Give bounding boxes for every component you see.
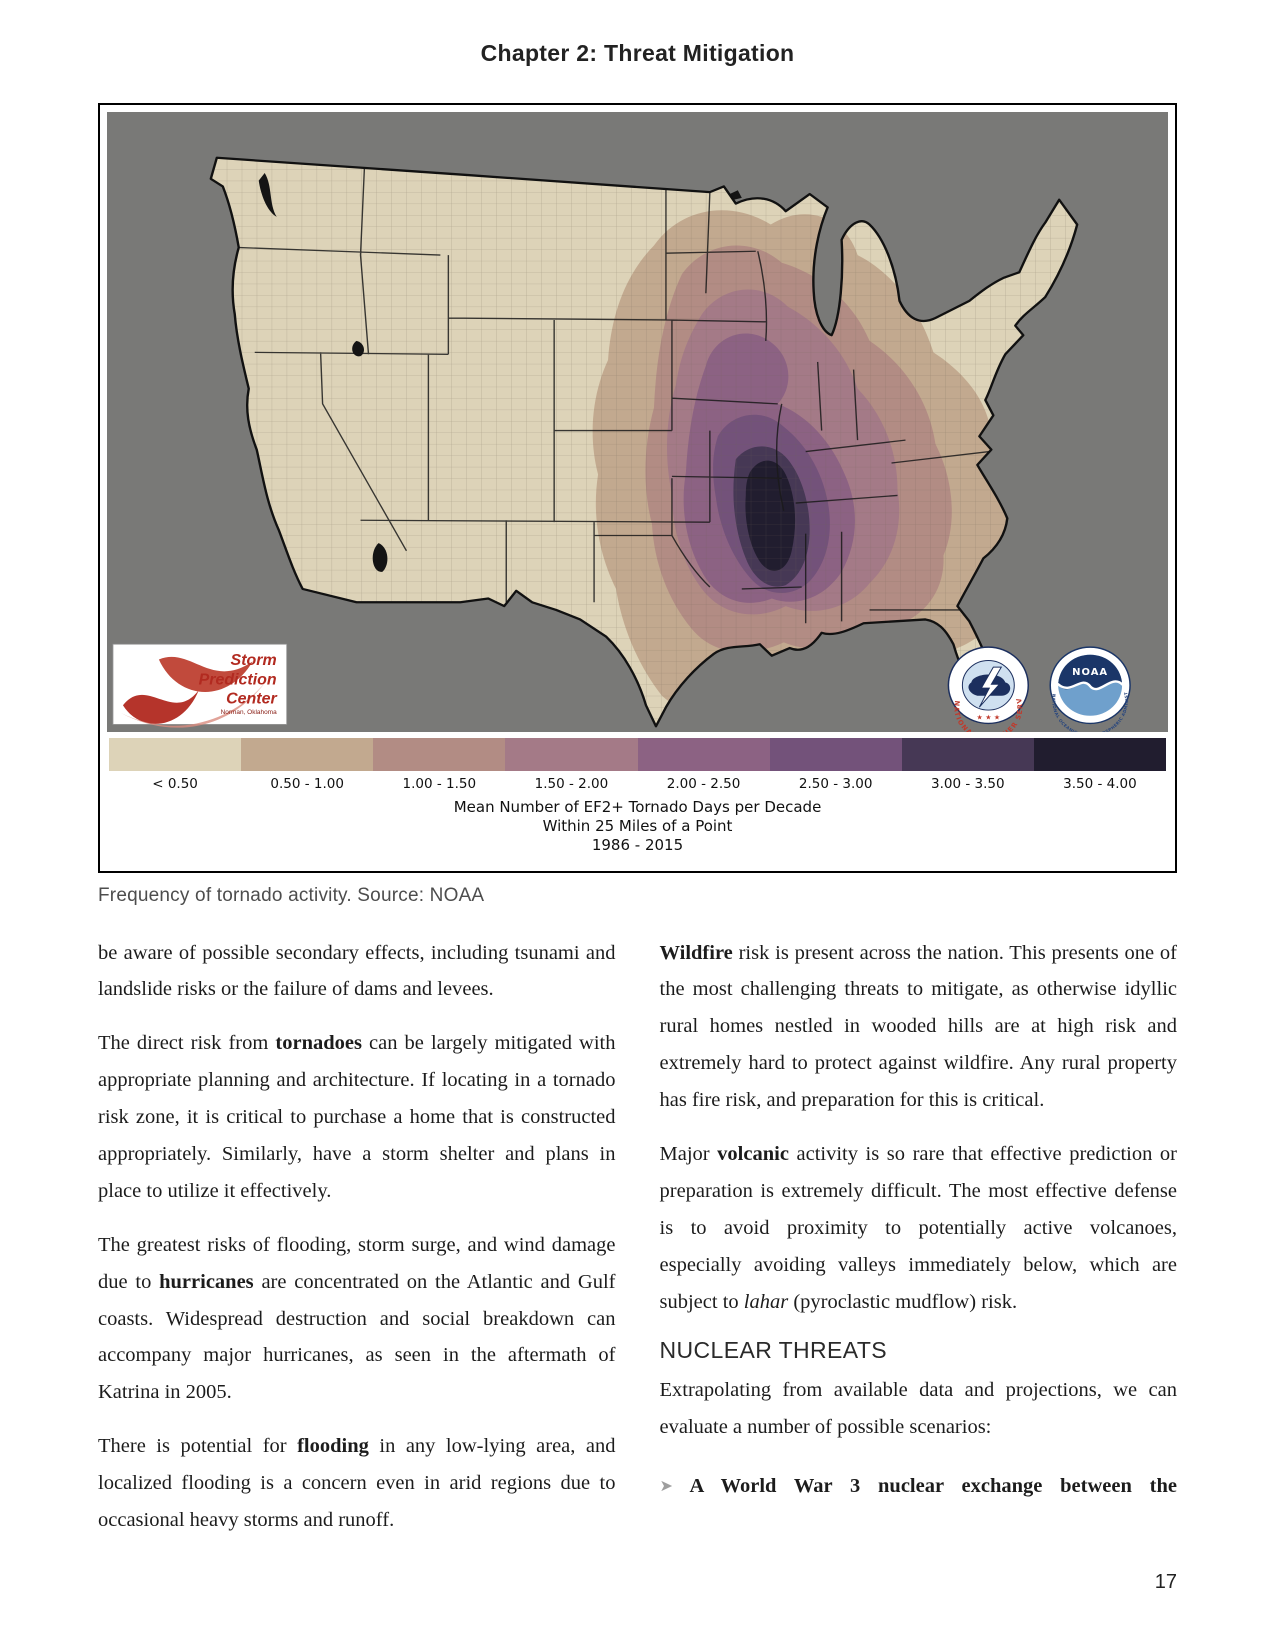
tornado-map-figure: Storm Prediction Center Norman, Oklahoma…	[98, 103, 1177, 873]
text-run: (pyroclastic mudflow) risk.	[788, 1290, 1018, 1313]
text-run: Extrapolating from available data and pr…	[659, 1379, 1178, 1439]
bold-text: Wildfire	[659, 941, 733, 964]
state-borders	[236, 165, 990, 624]
map-legend: < 0.50 0.50 - 1.00 1.00 - 1.50 1.50 - 2.00 2…	[107, 732, 1168, 864]
text-run: in any low-lying area, and localized flo…	[98, 1435, 616, 1532]
tornado-frequency-map: Storm Prediction Center Norman, Oklahoma…	[107, 112, 1168, 732]
legend-label-7: 3.50 - 4.00	[1063, 776, 1137, 792]
page-number: 17	[1154, 1571, 1177, 1593]
map-area: Storm Prediction Center Norman, Oklahoma…	[107, 112, 1168, 732]
body-paragraph: Major volcanic activity is so rare that …	[660, 1136, 1178, 1320]
spc-logo: Storm Prediction Center Norman, Oklahoma	[112, 643, 288, 728]
legend-title: Mean Number of EF2+ Tornado Days per Dec…	[109, 798, 1166, 856]
nws-stars: ★ ★ ★	[977, 714, 1001, 722]
text-run: Major	[659, 1143, 718, 1166]
body-paragraph: The greatest risks of flooding, storm su…	[98, 1227, 616, 1411]
us-outline	[209, 156, 1079, 728]
legend-swatch-2	[373, 738, 506, 771]
body-paragraph: Wildfire risk is present across the nati…	[660, 935, 1178, 1119]
text-run: activity is so rare that effective predi…	[659, 1143, 1178, 1313]
legend-label-2: 1.00 - 1.50	[402, 776, 477, 792]
legend-swatch-6	[901, 738, 1034, 771]
text-run: can be largely mitigated with appropriat…	[98, 1032, 616, 1202]
bullet-item: ➤ A World War 3 nuclear exchange between …	[660, 1468, 1178, 1505]
spc-swoosh-icon-2	[158, 656, 253, 693]
legend-labels: < 0.50 0.50 - 1.00 1.00 - 1.50 1.50 - 2.00 2…	[109, 776, 1166, 792]
puget-sound	[258, 173, 277, 217]
yellowstone-lake	[352, 340, 365, 357]
bold-text: A World War 3 nuclear exchange between t…	[689, 1475, 1178, 1498]
bold-text: hurricanes	[159, 1270, 254, 1293]
legend-label-5: 2.50 - 3.00	[798, 776, 873, 792]
legend-title-line2: Within 25 Miles of a Point	[542, 817, 733, 836]
noaa-label: NOAA	[1072, 667, 1108, 678]
bold-text: volcanic	[717, 1143, 789, 1166]
legend-swatch-0	[109, 738, 242, 771]
legend-swatch-4	[637, 738, 770, 771]
body-paragraph: Extrapolating from available data and pr…	[660, 1372, 1178, 1446]
bold-text: flooding	[297, 1435, 369, 1458]
right-column: Wildfire risk is present across the nati…	[660, 935, 1178, 1556]
text-run: risk is present across the nation. This …	[659, 941, 1178, 1112]
text-run: are concentrated on the Atlantic and Gul…	[98, 1270, 616, 1404]
legend-swatch-3	[505, 738, 638, 771]
legend-swatch-5	[769, 738, 902, 771]
legend-label-3: 1.50 - 2.00	[534, 776, 609, 792]
text-run: There is potential for	[98, 1435, 298, 1458]
legend-swatch-7	[1033, 738, 1166, 771]
section-heading: NUCLEAR THREATS	[659, 1337, 888, 1364]
bullet-arrow-icon: ➤	[659, 1476, 673, 1496]
legend-swatch-1	[241, 738, 374, 771]
great-salt-lake	[372, 543, 388, 572]
legend-title-line3: 1986 - 2015	[591, 836, 684, 855]
text-run: The direct risk from	[98, 1032, 276, 1055]
left-column: be aware of possible secondary effects, …	[98, 935, 616, 1556]
spc-text-line1: Storm	[231, 653, 277, 670]
legend-title-line1: Mean Number of EF2+ Tornado Days per Dec…	[453, 798, 822, 816]
spc-text-line2: Prediction	[199, 672, 277, 689]
noaa-seagull-icon	[1056, 680, 1124, 691]
text-run: The greatest risks of flooding, storm su…	[98, 1233, 616, 1293]
legend-label-6: 3.00 - 3.50	[931, 776, 1005, 792]
spc-text-subtitle: Norman, Oklahoma	[221, 709, 278, 716]
bold-text: tornadoes	[275, 1032, 362, 1055]
legend-label-1: 0.50 - 1.00	[270, 776, 344, 792]
bullet-text: A World War 3 nuclear exchange between t…	[690, 1468, 1178, 1505]
body-paragraph: be aware of possible secondary effects, …	[98, 935, 616, 1009]
body-columns: be aware of possible secondary effects, …	[98, 935, 1177, 1556]
figure-caption: Frequency of tornado activity. Source: N…	[98, 884, 485, 906]
chapter-header: Chapter 2: Threat Mitigation	[480, 40, 795, 66]
spc-swoosh-icon	[122, 690, 199, 724]
legend-colorbar	[109, 738, 1166, 771]
italic-text: lahar	[743, 1290, 789, 1313]
nws-lightning-icon	[978, 666, 1003, 708]
noaa-sky	[1058, 654, 1123, 690]
legend-label-4: 2.00 - 2.50	[666, 776, 741, 792]
text-run: be aware of possible secondary effects, …	[98, 941, 616, 1001]
legend-label-0: < 0.50	[152, 776, 198, 792]
spc-text-line3: Center	[226, 691, 277, 708]
body-paragraph: The direct risk from tornadoes can be la…	[98, 1025, 616, 1209]
body-paragraph: There is potential for flooding in any l…	[98, 1428, 616, 1539]
